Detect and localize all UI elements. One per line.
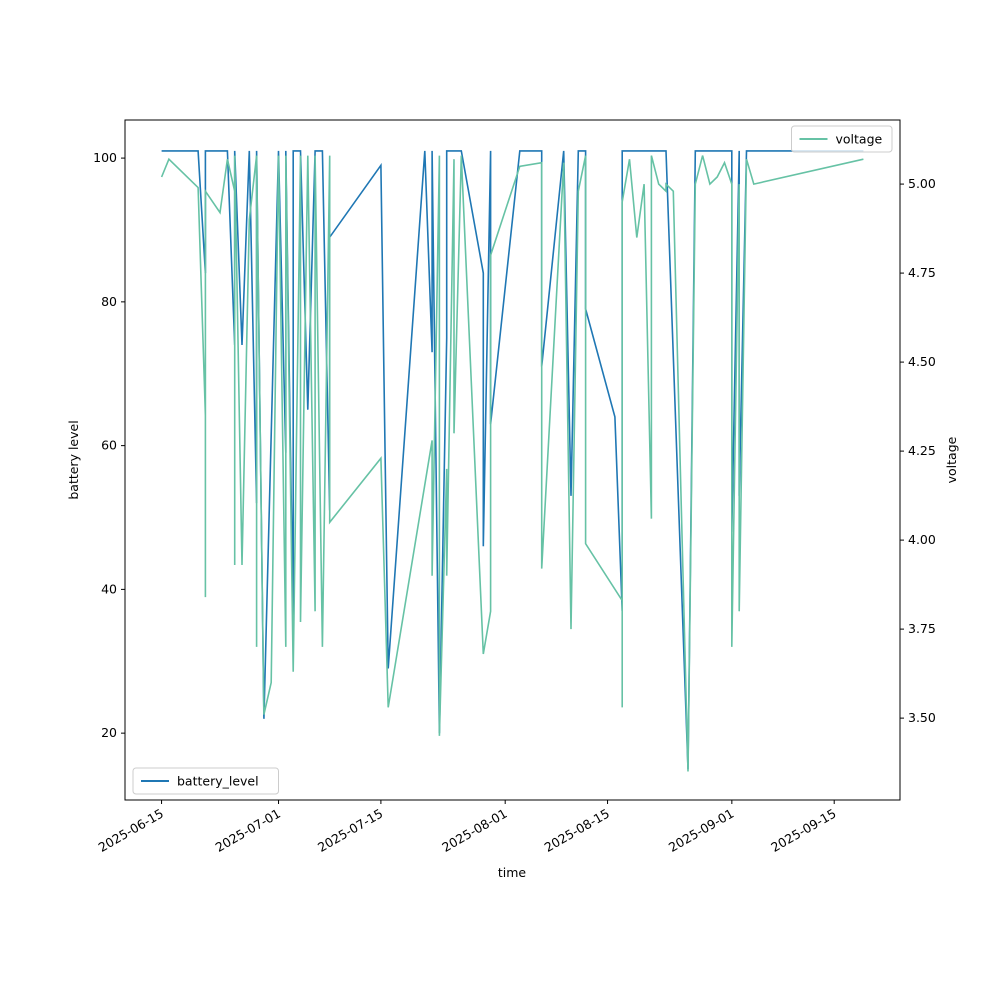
x-axis-label: time xyxy=(498,865,527,880)
y-tick-label: 80 xyxy=(101,294,117,309)
y2-tick-label: 3.50 xyxy=(908,710,936,725)
y-tick-label: 100 xyxy=(93,150,117,165)
y2-tick-label: 4.50 xyxy=(908,354,936,369)
y2-tick-label: 4.25 xyxy=(908,443,936,458)
legend-box xyxy=(132,767,279,795)
y-tick-label: 60 xyxy=(101,438,117,453)
plot-frame xyxy=(124,119,901,801)
x-tick-label: 2025-08-15 xyxy=(542,806,612,855)
x-tick-label: 2025-09-15 xyxy=(768,806,838,855)
x-tick-label: 2025-06-15 xyxy=(96,806,166,855)
x-tick-label: 2025-07-15 xyxy=(315,806,385,855)
x-tick-label: 2025-08-01 xyxy=(439,806,509,855)
series-line xyxy=(161,150,864,770)
legend-box xyxy=(791,125,893,153)
legend-label: voltage xyxy=(836,132,883,147)
legend-label: battery_level xyxy=(177,774,259,789)
y2-axis-label: voltage xyxy=(944,436,959,483)
x-tick-label: 2025-07-01 xyxy=(213,806,283,855)
y-axis-label: battery level xyxy=(66,420,81,499)
y2-tick-label: 3.75 xyxy=(908,621,936,636)
y-tick-label: 20 xyxy=(101,725,117,740)
y2-tick-label: 4.00 xyxy=(908,532,936,547)
x-tick-label: 2025-09-01 xyxy=(666,806,736,855)
y2-tick-label: 5.00 xyxy=(908,176,936,191)
y-tick-label: 40 xyxy=(101,581,117,596)
series-line xyxy=(160,155,864,772)
y2-tick-label: 4.75 xyxy=(908,265,936,280)
